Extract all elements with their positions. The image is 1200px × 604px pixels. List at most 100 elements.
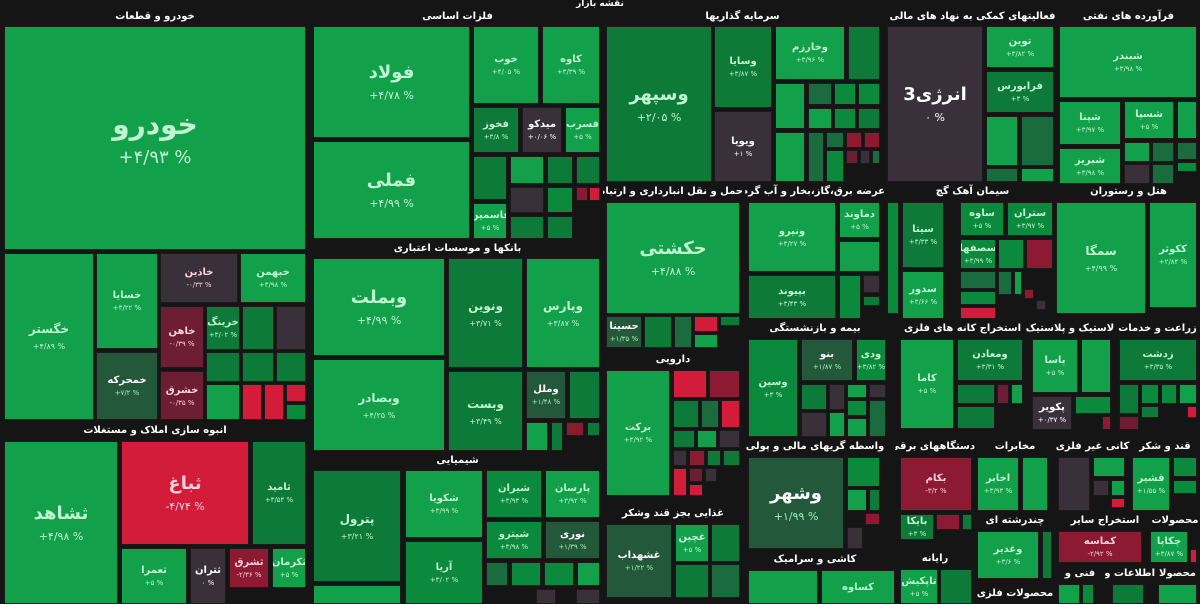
tile-small[interactable] bbox=[847, 418, 867, 437]
tile-small[interactable] bbox=[962, 514, 972, 530]
tile-midko[interactable]: میدکو +۰/۰۶ % bbox=[522, 107, 562, 153]
tile-small[interactable] bbox=[709, 370, 740, 398]
tile-small[interactable] bbox=[1058, 457, 1090, 511]
tile-vsepahr[interactable]: وسپهر +۲/۰۵ % bbox=[606, 26, 712, 182]
tile-ghshir[interactable]: قشیر +۱/۵۵ % bbox=[1132, 457, 1170, 511]
tile-small[interactable] bbox=[673, 430, 695, 448]
tile-small[interactable] bbox=[847, 489, 867, 511]
tile-small[interactable] bbox=[1111, 498, 1125, 508]
tile-khamhrke[interactable]: خمحرکه +۷/۲ % bbox=[96, 352, 158, 420]
tile-small[interactable] bbox=[1190, 549, 1197, 563]
tile-vmellal[interactable]: وملل +۱/۴۸ % bbox=[526, 371, 566, 419]
tile-small[interactable] bbox=[839, 241, 880, 272]
tile-energy3[interactable]: انرژی3 ۰ % bbox=[887, 26, 983, 182]
tile-sdor[interactable]: سدور +۳/۶۶ % bbox=[902, 271, 944, 319]
tile-small[interactable] bbox=[547, 156, 573, 184]
tile-small[interactable] bbox=[510, 156, 544, 184]
tile-barkat[interactable]: برکت +۳/۹۲ % bbox=[606, 370, 670, 496]
tile-small[interactable] bbox=[936, 514, 960, 530]
tile-small[interactable] bbox=[1173, 480, 1197, 494]
tile-small[interactable] bbox=[1152, 164, 1174, 184]
tile-small[interactable] bbox=[242, 384, 262, 420]
tile-khahen[interactable]: خاهن -۰/۳۹ % bbox=[160, 306, 204, 368]
tile-small[interactable] bbox=[689, 484, 703, 496]
tile-zdasht[interactable]: زدشت +۳/۳۵ % bbox=[1119, 339, 1197, 381]
tile-small[interactable] bbox=[1187, 406, 1197, 418]
tile-small[interactable] bbox=[1177, 101, 1197, 139]
tile-khbahman[interactable]: خبهمن +۳/۹۸ % bbox=[240, 253, 306, 303]
tile-kesave[interactable]: کساوه bbox=[821, 570, 895, 604]
tile-sita[interactable]: سیتا +۳/۳۳ % bbox=[902, 202, 944, 268]
tile-small[interactable] bbox=[720, 316, 740, 326]
tile-small[interactable] bbox=[1119, 384, 1139, 414]
tile-foolad[interactable]: فولاد +۴/۷۸ % bbox=[313, 26, 470, 138]
tile-stran[interactable]: ستران +۳/۹۷ % bbox=[1007, 202, 1053, 236]
tile-hakashti[interactable]: حکشتی +۴/۸۸ % bbox=[606, 202, 740, 314]
tile-small[interactable] bbox=[826, 132, 844, 148]
tile-small[interactable] bbox=[1152, 142, 1174, 162]
tile-small[interactable] bbox=[286, 404, 306, 420]
tile-small[interactable] bbox=[940, 569, 972, 604]
tile-small[interactable] bbox=[1173, 457, 1197, 477]
tile-small[interactable] bbox=[276, 352, 306, 382]
tile-small[interactable] bbox=[587, 422, 600, 436]
tile-small[interactable] bbox=[1111, 480, 1125, 496]
tile-small[interactable] bbox=[313, 585, 401, 604]
tile-small[interactable] bbox=[997, 384, 1009, 404]
tile-small[interactable] bbox=[1058, 584, 1080, 604]
tile-small[interactable] bbox=[473, 156, 507, 200]
tile-small[interactable] bbox=[486, 562, 508, 586]
tile-small[interactable] bbox=[547, 216, 573, 239]
tile-tapkish[interactable]: تاپکیش +۵ % bbox=[900, 569, 938, 604]
tile-small[interactable] bbox=[848, 26, 880, 80]
tile-small[interactable] bbox=[846, 150, 858, 164]
tile-small[interactable] bbox=[865, 513, 880, 525]
tile-small[interactable] bbox=[957, 406, 995, 429]
tile-small[interactable] bbox=[206, 384, 240, 420]
tile-small[interactable] bbox=[1081, 339, 1111, 393]
tile-khodro[interactable]: خودرو +۴/۹۳ % bbox=[4, 26, 306, 250]
tile-small[interactable] bbox=[847, 400, 867, 416]
tile-bno[interactable]: بنو +۱/۸۷ % bbox=[801, 339, 853, 381]
tile-small[interactable] bbox=[673, 370, 707, 398]
tile-small[interactable] bbox=[860, 150, 870, 164]
tile-vbsader[interactable]: وبصادر +۴/۲۵ % bbox=[313, 359, 445, 451]
tile-small[interactable] bbox=[869, 489, 880, 511]
tile-kharang[interactable]: خرینگ +۳/۰۲ % bbox=[206, 306, 240, 350]
tile-small[interactable] bbox=[694, 334, 718, 348]
tile-shahed[interactable]: ثشاهد +۴/۹۸ % bbox=[4, 441, 118, 604]
tile-small[interactable] bbox=[846, 132, 862, 148]
tile-vpars[interactable]: وپارس +۳/۸۷ % bbox=[526, 258, 600, 368]
tile-small[interactable] bbox=[834, 108, 856, 129]
tile-small[interactable] bbox=[801, 384, 827, 410]
tile-small[interactable] bbox=[589, 187, 600, 201]
tile-small[interactable] bbox=[775, 132, 805, 182]
tile-small[interactable] bbox=[511, 562, 541, 586]
tile-shiran[interactable]: شیران +۳/۹۳ % bbox=[486, 470, 542, 518]
tile-small[interactable] bbox=[808, 83, 832, 105]
tile-small[interactable] bbox=[1112, 584, 1144, 604]
tile-small[interactable] bbox=[960, 291, 996, 305]
tile-small[interactable] bbox=[701, 400, 719, 428]
tile-small[interactable] bbox=[1042, 531, 1052, 579]
tile-tehran[interactable]: ثتران ۰ % bbox=[190, 548, 226, 604]
tile-kama[interactable]: کاما +۵ % bbox=[900, 339, 954, 429]
tile-small[interactable] bbox=[551, 422, 563, 451]
tile-small[interactable] bbox=[566, 422, 584, 436]
tile-small[interactable] bbox=[847, 527, 863, 549]
tile-small[interactable] bbox=[286, 384, 306, 402]
tile-small[interactable] bbox=[858, 108, 880, 129]
tile-small[interactable] bbox=[1177, 142, 1197, 160]
tile-vbest[interactable]: وبست +۳/۴۹ % bbox=[448, 371, 523, 451]
tile-small[interactable] bbox=[577, 562, 600, 586]
tile-small[interactable] bbox=[1011, 384, 1023, 404]
tile-small[interactable] bbox=[569, 371, 600, 419]
tile-ghshahd[interactable]: غشهداب +۱/۲۲ % bbox=[606, 524, 672, 598]
tile-small[interactable] bbox=[547, 187, 573, 213]
tile-small[interactable] bbox=[1024, 289, 1034, 299]
tile-small[interactable] bbox=[674, 316, 692, 348]
tile-khgostar[interactable]: خگستر +۴/۸۹ % bbox=[4, 253, 94, 420]
tile-small[interactable] bbox=[1022, 457, 1048, 511]
tile-small[interactable] bbox=[1158, 584, 1197, 604]
tile-vpooya[interactable]: ویویا +۱ % bbox=[714, 111, 772, 182]
